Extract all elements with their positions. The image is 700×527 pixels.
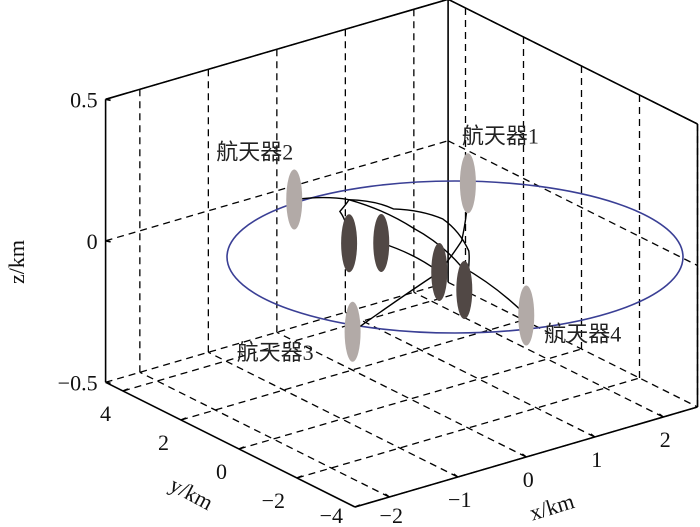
x-tick-label: −2 <box>380 503 403 527</box>
x-axis-label: x/km <box>527 488 578 525</box>
y-tick-label: −4 <box>320 503 343 527</box>
y-tick-label: 2 <box>158 430 169 455</box>
inner-spacecraft-marker <box>341 214 358 273</box>
grid-line-x-floor <box>413 291 664 418</box>
spacecraft-markers <box>286 153 535 362</box>
y-tick-label: 4 <box>100 401 111 426</box>
outer-spacecraft-marker <box>518 285 535 346</box>
axes-box <box>104 0 699 508</box>
y-tick <box>238 446 245 450</box>
y-tick <box>296 475 303 479</box>
x-tick <box>521 453 527 458</box>
spacecraft-label: 航天器2 <box>216 140 293 165</box>
grid-lines <box>105 0 699 508</box>
z-tick <box>105 98 111 102</box>
x-tick-label: 0 <box>523 467 534 492</box>
inner-spacecraft-marker <box>456 260 473 319</box>
y-tick-label: −2 <box>262 488 285 513</box>
z-axis-label: z/km <box>4 240 29 284</box>
labels: −2 −1 0 1 2 −4 −2 0 2 4−0.5 0 0.5 航天器1 航天器2 航天器3 航天器4 <box>58 87 671 527</box>
grid-line-x-floor <box>208 351 459 478</box>
trajectory-line <box>294 196 350 244</box>
grid-line-x-floor <box>139 371 390 498</box>
z-tick <box>105 240 111 243</box>
outer-spacecraft-marker <box>286 169 303 230</box>
y-tick <box>180 417 187 421</box>
inner-spacecraft-marker <box>431 243 448 301</box>
y-tick <box>354 504 361 508</box>
grid-line-z-wall <box>447 281 698 408</box>
y-tick <box>122 388 129 392</box>
x-tick-label: 2 <box>660 427 671 452</box>
x-tick <box>384 493 390 498</box>
trajectory-line <box>348 198 470 291</box>
z-tick-label: 0.5 <box>70 87 98 112</box>
box-edge <box>105 0 449 101</box>
y-tick-label: 0 <box>216 459 227 484</box>
trajectories <box>294 183 527 333</box>
grid-line-x-floor <box>276 331 527 458</box>
z-tick-label: 0 <box>87 229 98 254</box>
y-axis-label: y/km <box>166 472 218 515</box>
x-tick-label: 1 <box>591 447 602 472</box>
spacecraft-label: 航天器1 <box>462 123 539 148</box>
x-tick <box>590 433 596 438</box>
reference-circle <box>226 180 684 334</box>
grid-line-x-floor <box>345 311 596 438</box>
inner-spacecraft-marker <box>373 214 390 272</box>
x-tick <box>658 413 664 418</box>
grid-line-z-wall <box>447 140 698 267</box>
x-tick-label: −1 <box>448 487 471 512</box>
outer-spacecraft-marker <box>459 153 476 214</box>
outer-spacecraft-marker <box>344 301 361 362</box>
spacecraft-label: 航天器3 <box>237 340 314 365</box>
y-axis-line <box>105 381 356 508</box>
box-edge <box>447 0 698 125</box>
z-tick-label: −0.5 <box>58 370 98 395</box>
spacecraft-label: 航天器4 <box>544 322 621 347</box>
z-tick <box>105 381 111 385</box>
x-tick <box>453 473 459 478</box>
trajectory-line <box>381 242 440 273</box>
trajectory-line <box>352 271 440 333</box>
